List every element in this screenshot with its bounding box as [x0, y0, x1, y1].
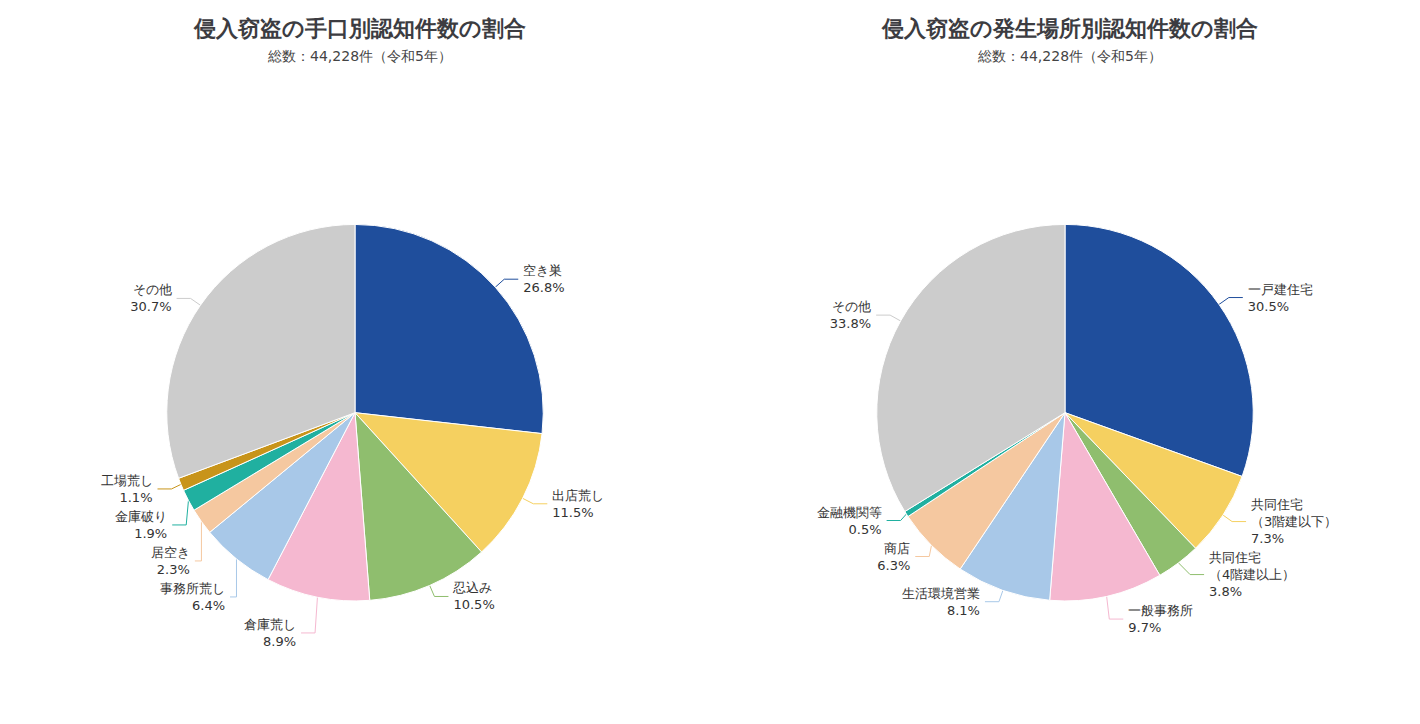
- svg-text:1.1%: 1.1%: [119, 490, 152, 505]
- svg-text:33.8%: 33.8%: [830, 316, 871, 331]
- svg-text:30.5%: 30.5%: [1248, 299, 1289, 314]
- svg-text:8.9%: 8.9%: [263, 634, 296, 649]
- svg-text:7.3%: 7.3%: [1251, 531, 1284, 546]
- svg-text:侵入窃盗の手口別認知件数の割合: 侵入窃盗の手口別認知件数の割合: [193, 16, 526, 41]
- svg-text:総数：44,228件（令和5年）: 総数：44,228件（令和5年）: [267, 48, 452, 64]
- svg-text:金庫破り: 金庫破り: [115, 509, 167, 524]
- svg-text:9.7%: 9.7%: [1128, 620, 1161, 635]
- svg-text:10.5%: 10.5%: [453, 597, 494, 612]
- svg-text:一般事務所: 一般事務所: [1128, 603, 1193, 618]
- svg-text:6.3%: 6.3%: [877, 558, 910, 573]
- svg-text:事務所荒し: 事務所荒し: [160, 581, 225, 596]
- svg-text:一戸建住宅: 一戸建住宅: [1248, 282, 1313, 297]
- svg-text:侵入窃盗の発生場所別認知件数の割合: 侵入窃盗の発生場所別認知件数の割合: [881, 16, 1258, 41]
- svg-text:出店荒し: 出店荒し: [552, 488, 604, 503]
- svg-text:30.7%: 30.7%: [130, 299, 171, 314]
- svg-text:工場荒し: 工場荒し: [101, 473, 153, 488]
- svg-text:1.9%: 1.9%: [134, 526, 167, 541]
- svg-text:居空き: 居空き: [151, 545, 190, 560]
- svg-text:2.3%: 2.3%: [157, 562, 190, 577]
- svg-text:忍込み: 忍込み: [452, 580, 492, 595]
- svg-text:26.8%: 26.8%: [523, 280, 564, 295]
- svg-text:0.5%: 0.5%: [849, 522, 882, 537]
- svg-text:11.5%: 11.5%: [552, 505, 593, 520]
- svg-text:3.8%: 3.8%: [1209, 584, 1242, 599]
- svg-text:総数：44,228件（令和5年）: 総数：44,228件（令和5年）: [977, 48, 1162, 64]
- svg-text:共同住宅: 共同住宅: [1251, 497, 1303, 512]
- svg-text:倉庫荒し: 倉庫荒し: [244, 617, 296, 632]
- svg-text:その他: その他: [832, 299, 871, 314]
- svg-text:8.1%: 8.1%: [947, 603, 980, 618]
- svg-text:商店: 商店: [884, 541, 910, 556]
- svg-text:6.4%: 6.4%: [192, 598, 225, 613]
- svg-text:共同住宅: 共同住宅: [1209, 550, 1261, 565]
- svg-text:（4階建以上）: （4階建以上）: [1209, 567, 1295, 582]
- svg-text:（3階建以下）: （3階建以下）: [1251, 514, 1337, 529]
- svg-text:生活環境営業: 生活環境営業: [902, 586, 980, 601]
- svg-text:その他: その他: [133, 282, 172, 297]
- svg-text:空き巣: 空き巣: [523, 263, 562, 278]
- svg-text:金融機関等: 金融機関等: [817, 505, 882, 520]
